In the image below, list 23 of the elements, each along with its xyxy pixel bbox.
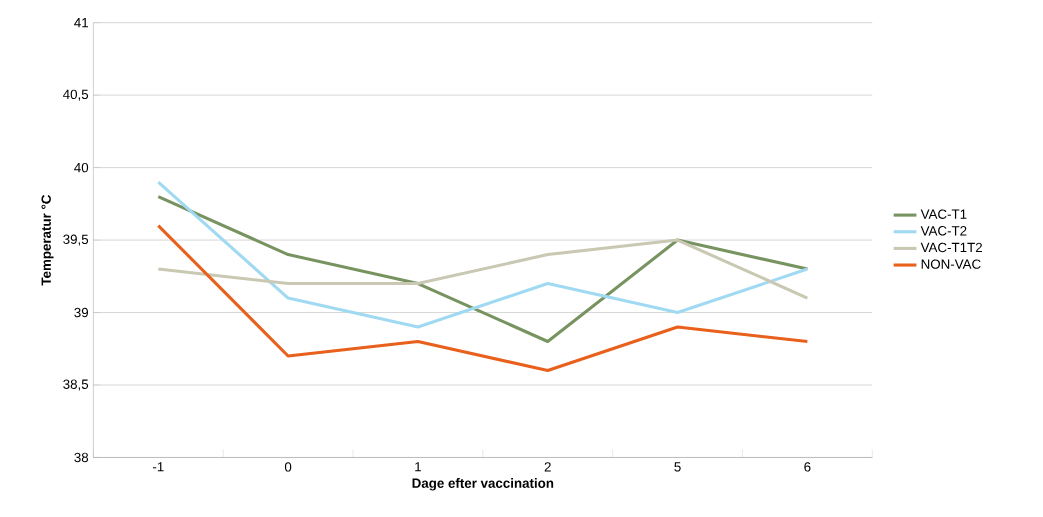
line-series: [156, 194, 809, 343]
y-tick-label: 39: [74, 307, 89, 318]
x-tick-label: -1: [152, 461, 164, 472]
x-tick-label: 0: [284, 461, 292, 472]
y-tick-label: 38: [74, 452, 89, 462]
y-tick-label: 38,5: [63, 379, 89, 391]
x-tick-label: 1: [415, 461, 421, 472]
legend-label: VAC-T1: [920, 209, 967, 219]
y-axis-title: Temperatur °C: [41, 194, 54, 286]
line-series: [156, 180, 809, 329]
x-axis-title: Dage efter vaccination: [412, 477, 554, 491]
line-series: [156, 223, 809, 372]
x-tick-label: 2: [544, 461, 551, 472]
x-tick-label: 6: [804, 461, 811, 472]
line-series: [156, 238, 809, 300]
y-tick-label: 40: [74, 162, 89, 173]
legend-label: VAC-T2: [920, 225, 967, 236]
y-tick-label: 39,5: [63, 234, 89, 246]
legend-label: VAC-T1T2: [920, 242, 982, 252]
legend-label: NON-VAC: [921, 259, 981, 269]
y-tick-label: 40,5: [63, 89, 89, 101]
y-tick-label: 41: [74, 17, 89, 28]
x-tick-label: 5: [674, 461, 681, 472]
